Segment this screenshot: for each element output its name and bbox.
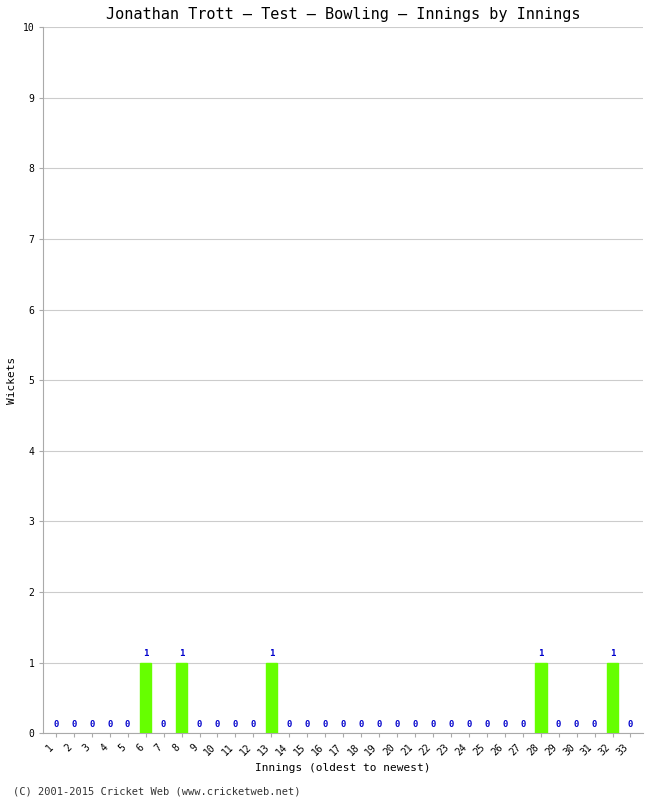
Text: 0: 0 — [287, 720, 292, 729]
Text: 1: 1 — [143, 650, 148, 658]
Text: 0: 0 — [305, 720, 310, 729]
Text: 0: 0 — [233, 720, 238, 729]
Text: 0: 0 — [107, 720, 112, 729]
Text: 0: 0 — [53, 720, 58, 729]
Text: 0: 0 — [628, 720, 633, 729]
Text: 0: 0 — [71, 720, 77, 729]
Text: 0: 0 — [322, 720, 328, 729]
Text: 0: 0 — [125, 720, 131, 729]
Text: 0: 0 — [520, 720, 525, 729]
Title: Jonathan Trott – Test – Bowling – Innings by Innings: Jonathan Trott – Test – Bowling – Inning… — [106, 7, 580, 22]
Text: 1: 1 — [538, 650, 543, 658]
Text: 0: 0 — [412, 720, 418, 729]
Bar — [265, 662, 277, 733]
Text: 0: 0 — [502, 720, 508, 729]
Text: 0: 0 — [161, 720, 166, 729]
Text: 0: 0 — [89, 720, 94, 729]
Text: 0: 0 — [556, 720, 562, 729]
Text: 0: 0 — [430, 720, 436, 729]
Text: 0: 0 — [592, 720, 597, 729]
Text: 0: 0 — [197, 720, 202, 729]
Text: 1: 1 — [268, 650, 274, 658]
Text: 1: 1 — [610, 650, 615, 658]
Bar — [140, 662, 151, 733]
Text: 0: 0 — [214, 720, 220, 729]
Y-axis label: Wickets: Wickets — [7, 357, 17, 404]
Text: 0: 0 — [376, 720, 382, 729]
Text: 0: 0 — [251, 720, 256, 729]
Text: 0: 0 — [574, 720, 579, 729]
Text: 0: 0 — [395, 720, 400, 729]
Bar — [606, 662, 618, 733]
Text: 0: 0 — [341, 720, 346, 729]
Text: 0: 0 — [358, 720, 364, 729]
Text: (C) 2001-2015 Cricket Web (www.cricketweb.net): (C) 2001-2015 Cricket Web (www.cricketwe… — [13, 786, 300, 796]
Bar — [535, 662, 547, 733]
X-axis label: Innings (oldest to newest): Innings (oldest to newest) — [255, 763, 431, 773]
Text: 1: 1 — [179, 650, 184, 658]
Bar — [176, 662, 187, 733]
Text: 0: 0 — [448, 720, 454, 729]
Text: 0: 0 — [466, 720, 471, 729]
Text: 0: 0 — [484, 720, 489, 729]
